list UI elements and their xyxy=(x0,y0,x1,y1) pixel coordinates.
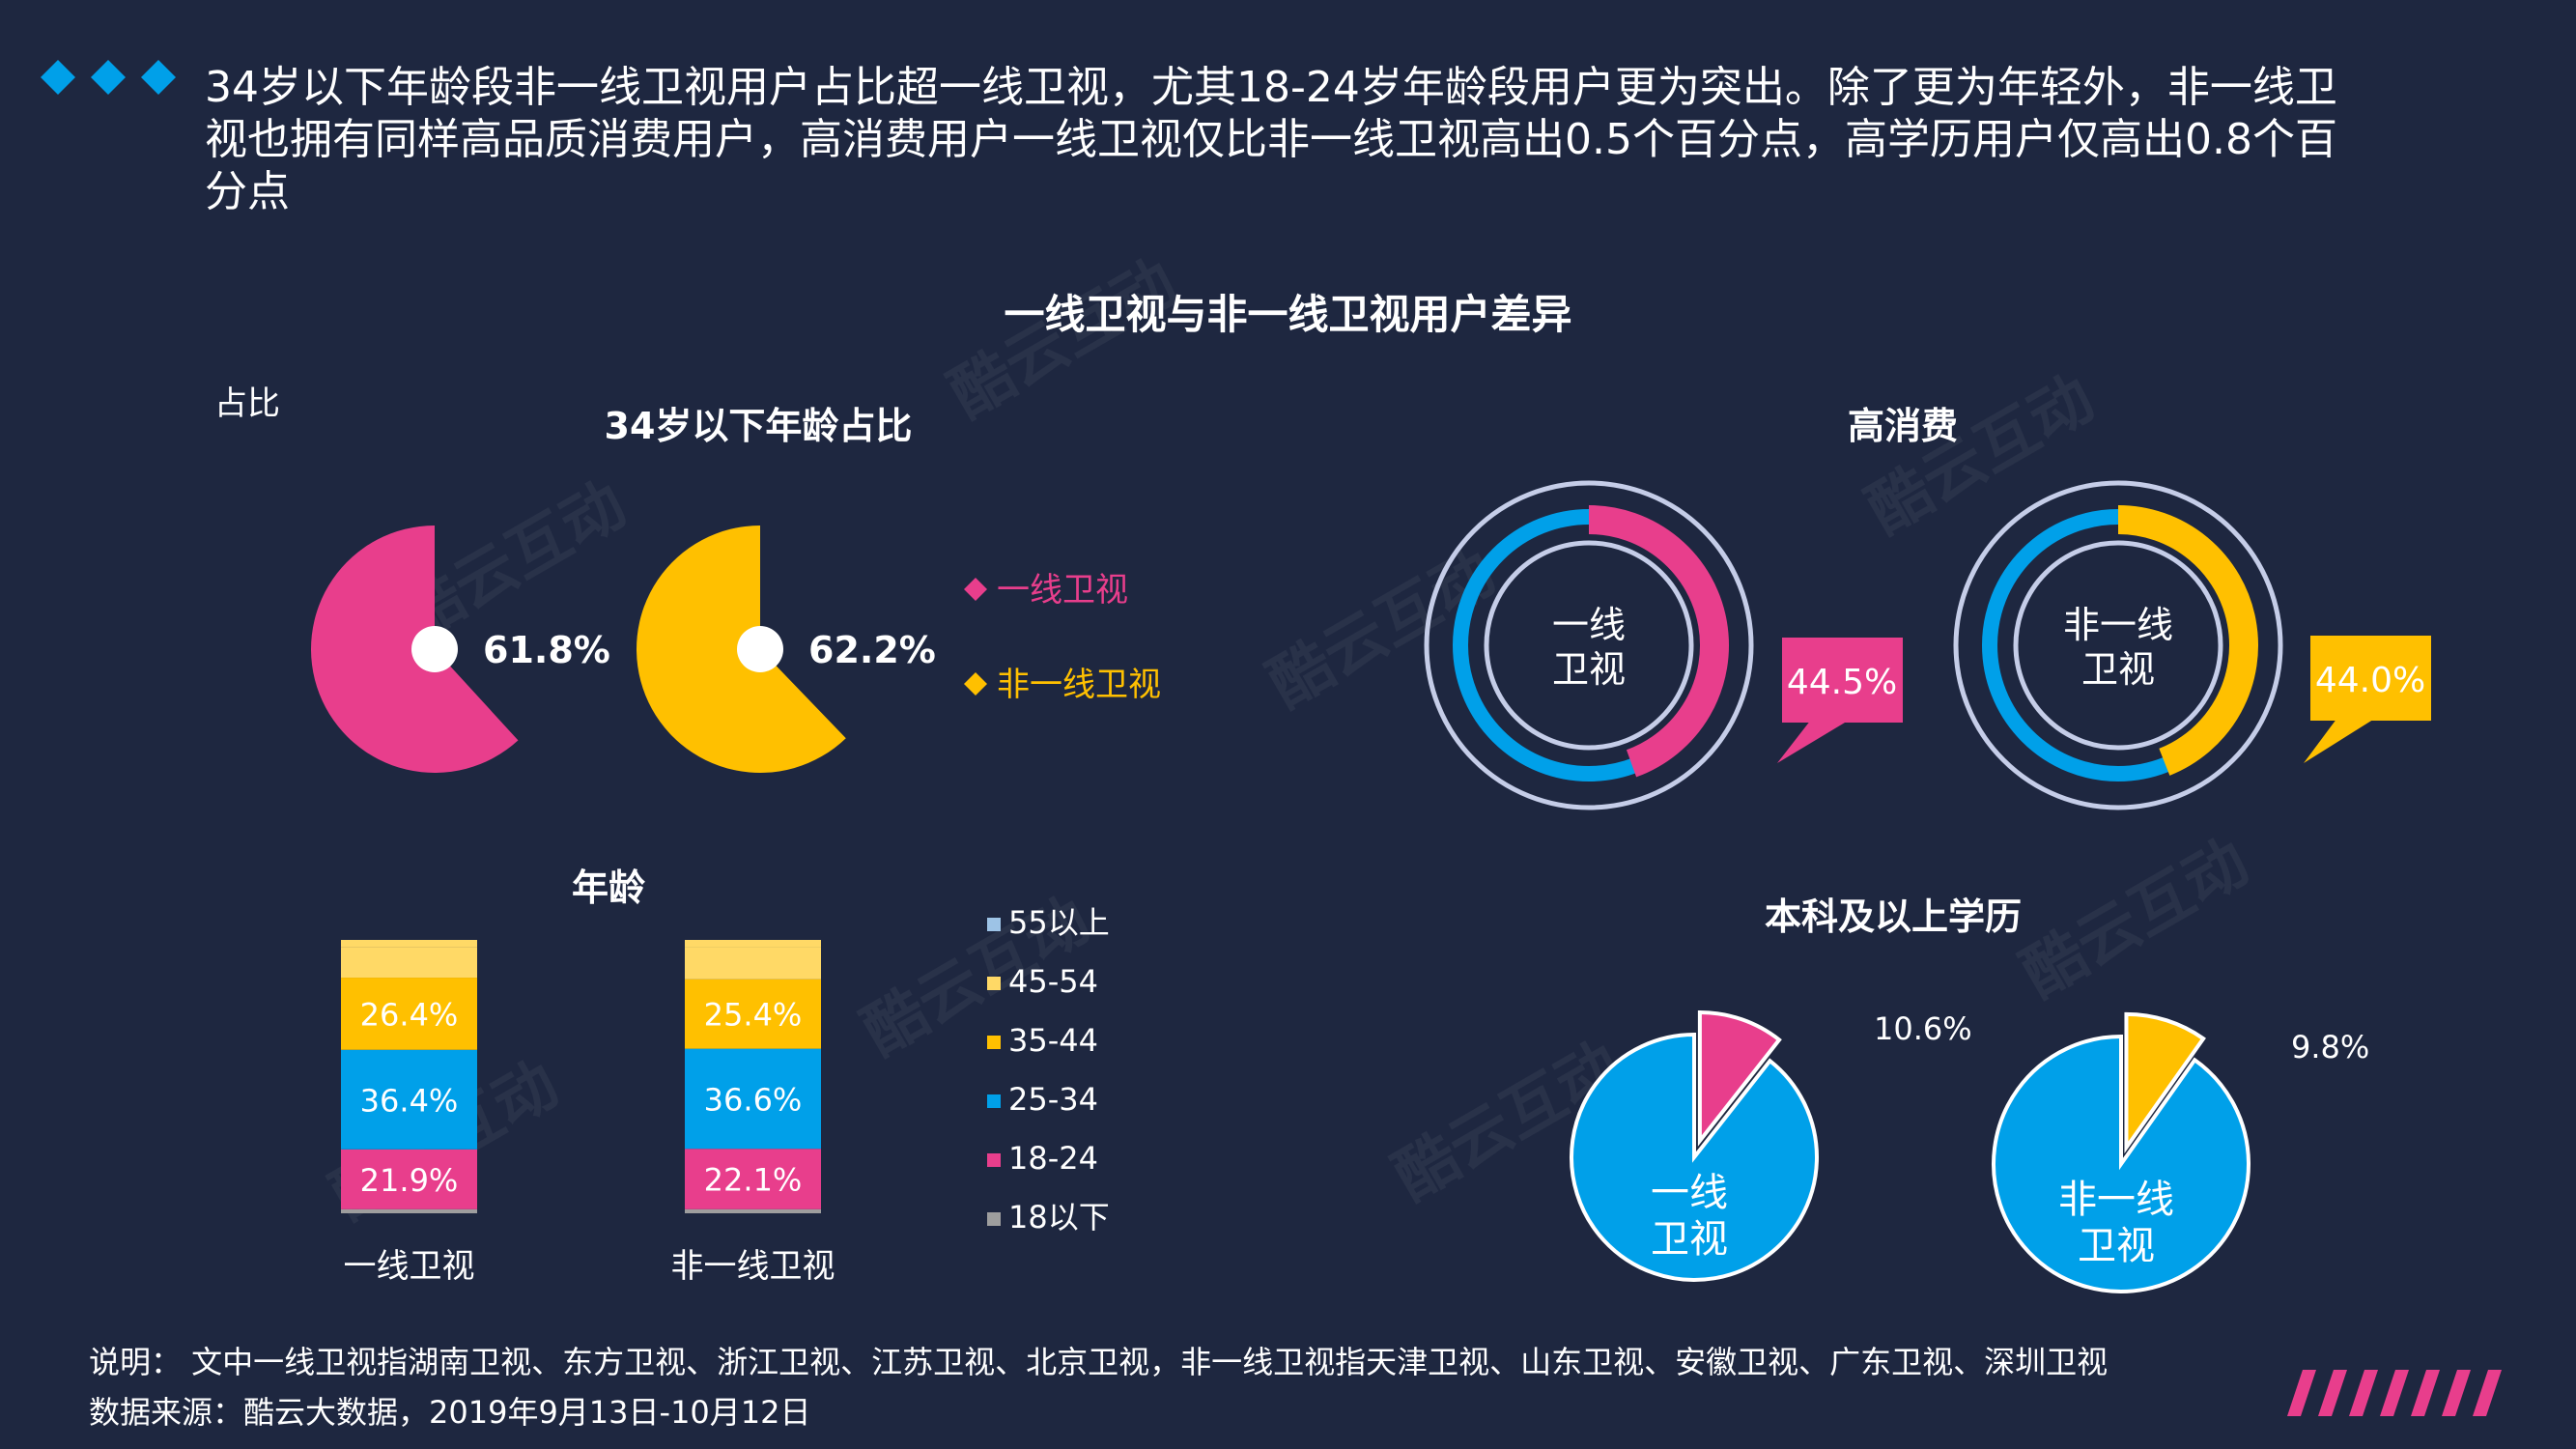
ring-center-text: 卫视 xyxy=(2081,648,2155,691)
age-chart-title: 年龄 xyxy=(571,867,645,909)
bar-segment-18以下 xyxy=(685,1208,821,1213)
bar-segment-18-24 xyxy=(685,1149,821,1209)
legend-swatch-icon xyxy=(987,1036,1001,1049)
pie-value-label: 10.6% xyxy=(1874,1010,1972,1047)
footnote-source: 数据来源：酷云大数据，2019年9月13日-10月12日 xyxy=(89,1394,811,1431)
legend-label: 55以上 xyxy=(1008,904,1110,941)
bar-segment-18以下 xyxy=(341,1208,477,1213)
pie-center-dot xyxy=(411,626,458,672)
pie-center-dot xyxy=(737,626,783,672)
bar-segment-35-44 xyxy=(341,978,477,1050)
footnote-note: 说明： 文中一线卫视指湖南卫视、东方卫视、浙江卫视、江苏卫视、北京卫视，非一线卫… xyxy=(89,1344,2109,1380)
ylabel-text: 占比 xyxy=(214,384,280,423)
bar-segment-label: 22.1% xyxy=(704,1161,803,1198)
legend-label: 45-54 xyxy=(1008,963,1098,1000)
header-bullets xyxy=(41,60,176,95)
pie-center-text: 非一线 xyxy=(2058,1178,2174,1222)
bar-segment-label: 36.6% xyxy=(704,1081,803,1118)
legend-swatch-icon xyxy=(987,977,1001,990)
ring-value-arc xyxy=(1588,505,1729,778)
pie-center-text: 卫视 xyxy=(1651,1217,1728,1262)
callout-box xyxy=(1782,638,1903,723)
diamond-bullet-icon xyxy=(141,60,176,95)
callout-box xyxy=(2310,636,2431,721)
ring-center-text: 一线 xyxy=(1552,604,1626,646)
legend-label: 18-24 xyxy=(1008,1140,1098,1177)
bar-segment-label: 36.4% xyxy=(360,1082,459,1119)
ring-center-text: 卫视 xyxy=(1552,648,1626,691)
legend-diamond-icon xyxy=(964,578,987,601)
ring-value-arc xyxy=(2117,505,2258,776)
ring-inner-outline xyxy=(1484,540,1694,751)
high-spending-chart-title: 高消费 xyxy=(1847,405,1958,447)
bar-segment-55以上 xyxy=(341,940,477,948)
bar-segment-label: 25.4% xyxy=(704,997,803,1034)
legend-label: 一线卫视 xyxy=(997,571,1128,610)
pie-value-label: 9.8% xyxy=(2291,1029,2369,1065)
legend-swatch-icon xyxy=(987,1212,1001,1226)
legend-diamond-icon xyxy=(964,672,987,696)
pie-exploded-slice xyxy=(2124,1011,2206,1154)
education-chart-title: 本科及以上学历 xyxy=(1764,895,2022,938)
callout-tail xyxy=(2304,718,2376,763)
diamond-bullet-icon xyxy=(41,60,75,95)
legend-label: 25-34 xyxy=(1008,1081,1098,1118)
decorative-stripes-icon xyxy=(2287,1370,2502,1416)
pie-value-label: 61.8% xyxy=(483,629,610,671)
bar-segment-label: 21.9% xyxy=(360,1162,459,1199)
bar-segment-18-24 xyxy=(341,1149,477,1209)
pie-value-label: 62.2% xyxy=(808,629,936,671)
main-chart-title: 一线卫视与非一线卫视用户差异 xyxy=(1004,291,1572,338)
legend-swatch-icon xyxy=(987,1153,1001,1167)
footnote: 说明： 文中一线卫视指湖南卫视、东方卫视、浙江卫视、江苏卫视、北京卫视，非一线卫… xyxy=(89,1337,2108,1437)
pie-center-text: 一线 xyxy=(1651,1171,1728,1215)
bar-segment-55以上 xyxy=(685,940,821,948)
bar-category-label: 一线卫视 xyxy=(344,1247,475,1286)
bar-category-label: 非一线卫视 xyxy=(671,1247,835,1286)
ring-outer-outline xyxy=(1953,480,2283,810)
bar-segment-25-34 xyxy=(341,1049,477,1150)
legend-swatch-icon xyxy=(987,1094,1001,1108)
bar-segment-25-34 xyxy=(685,1048,821,1150)
legend-swatch-icon xyxy=(987,918,1001,931)
bar-segment-45-54 xyxy=(685,947,821,980)
bar-segment-label: 26.4% xyxy=(360,996,459,1033)
legend-label: 35-44 xyxy=(1008,1022,1098,1059)
ring-outer-outline xyxy=(1424,480,1754,810)
legend-label: 18以下 xyxy=(1008,1199,1110,1236)
headline-text: 34岁以下年龄段非一线卫视用户占比超一线卫视，尤其18-24岁年龄段用户更为突出… xyxy=(205,63,2337,216)
bar-segment-45-54 xyxy=(341,947,477,979)
pie-remaining-slice xyxy=(1570,1032,1819,1282)
callout-tail xyxy=(1777,720,1850,763)
ring-inner-outline xyxy=(2013,540,2223,751)
pie-exploded-slice xyxy=(1697,1009,1782,1147)
callout-value-label: 44.0% xyxy=(2315,661,2425,700)
pie-center-text: 卫视 xyxy=(2078,1224,2155,1268)
legend-label: 非一线卫视 xyxy=(997,666,1161,704)
ring-center-text: 非一线 xyxy=(2063,604,2173,646)
pie-remaining-slice xyxy=(1992,1034,2250,1293)
callout-value-label: 44.5% xyxy=(1787,663,1897,702)
age34-chart-title: 34岁以下年龄占比 xyxy=(604,405,913,447)
bar-segment-35-44 xyxy=(685,979,821,1049)
diamond-bullet-icon xyxy=(91,60,126,95)
